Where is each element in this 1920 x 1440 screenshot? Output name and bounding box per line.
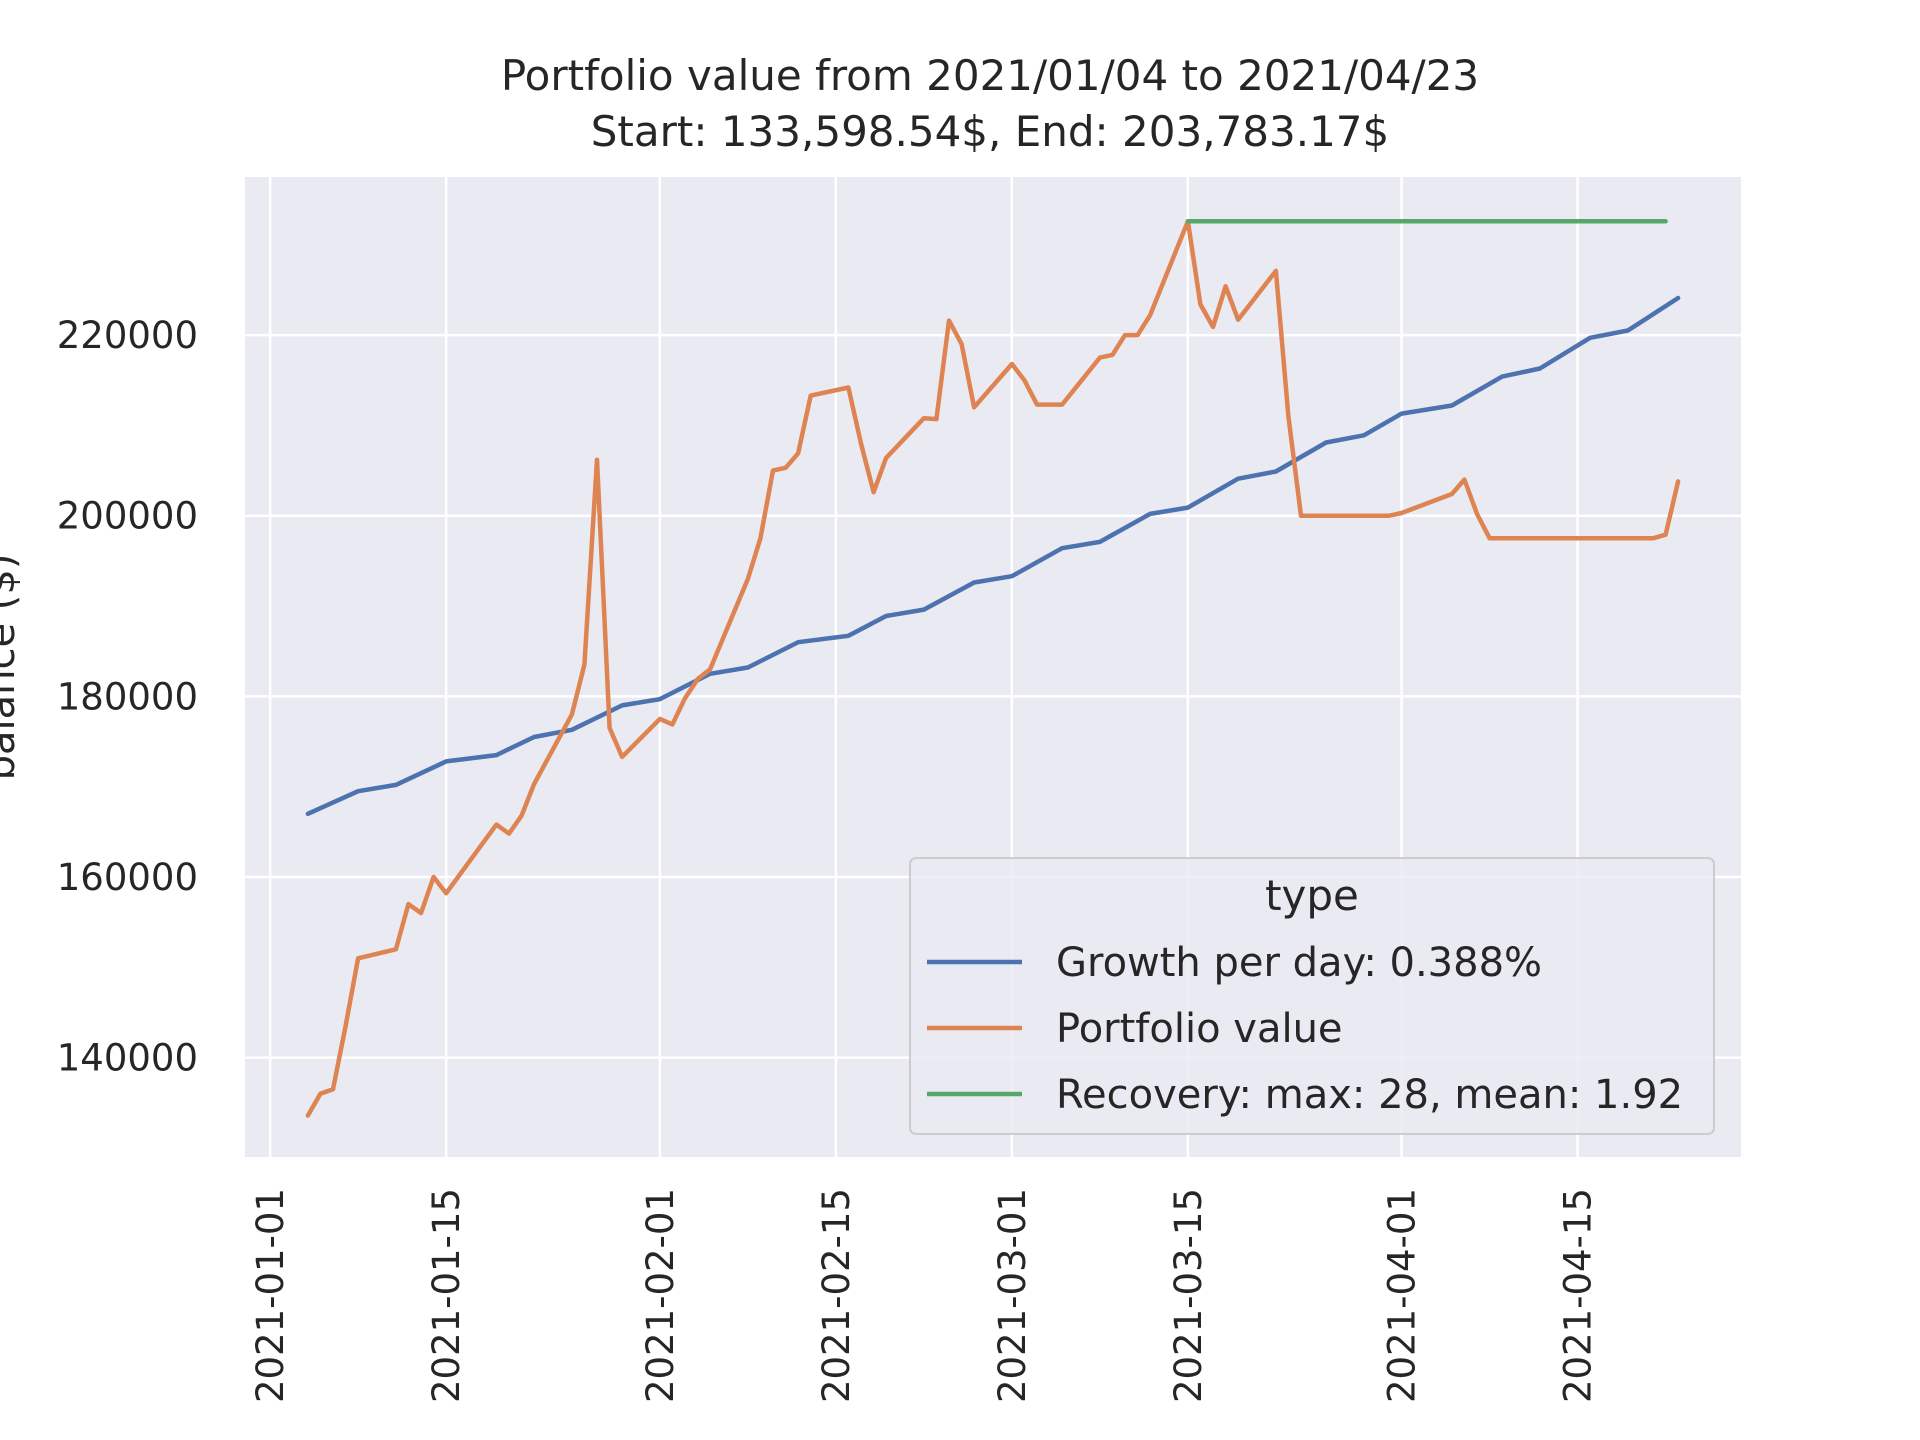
- legend-box: [909, 857, 1715, 1135]
- x-tick-label: 2021-01-01: [249, 1188, 292, 1403]
- legend-label-2: Portfolio value: [1056, 1006, 1343, 1052]
- x-tick-label: 2021-03-15: [1167, 1188, 1210, 1403]
- y-tick-label: 220000: [57, 314, 198, 357]
- legend-label-1: Growth per day: 0.388%: [1056, 940, 1542, 986]
- series-line-2: [305, 219, 1681, 1118]
- x-tick-label: 2021-04-01: [1381, 1188, 1424, 1403]
- legend-title: type: [1265, 871, 1359, 920]
- series-layer: [305, 219, 1681, 1118]
- x-tick-label: 2021-03-01: [991, 1188, 1034, 1403]
- legend: type Growth per day: 0.388% Portfolio val…: [909, 857, 1715, 1135]
- y-tick-label: 140000: [57, 1037, 198, 1080]
- x-tick-labels: 2021-01-01 2021-01-15 2021-02-01 2021-02-15…: [249, 1188, 1599, 1403]
- y-tick-label: 200000: [57, 495, 198, 538]
- legend-label-3: Recovery: max: 28, mean: 1.92: [1056, 1072, 1683, 1118]
- y-tick-label: 160000: [57, 856, 198, 899]
- chart-title-line-2: Start: 133,598.54$, End: 203,783.17$: [591, 107, 1390, 156]
- chart-title-line-1: Portfolio value from 2021/01/04 to 2021/…: [501, 51, 1479, 100]
- y-tick-label: 180000: [57, 675, 198, 718]
- x-tick-label: 2021-02-15: [815, 1188, 858, 1403]
- x-tick-label: 2021-04-15: [1557, 1188, 1600, 1403]
- y-axis-label: balance ($): [0, 554, 24, 781]
- x-tick-label: 2021-02-01: [639, 1188, 682, 1403]
- series-line-1: [305, 295, 1681, 817]
- x-tick-label: 2021-01-15: [425, 1188, 468, 1403]
- y-tick-labels: 140000 160000 180000 200000 220000: [57, 314, 198, 1080]
